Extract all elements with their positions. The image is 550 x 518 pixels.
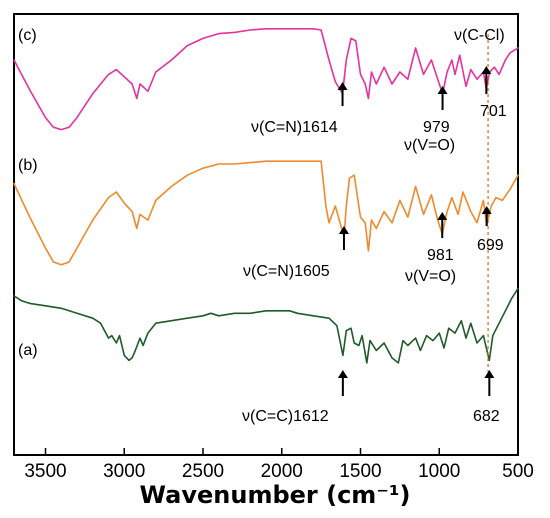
arrow-b-981-head	[437, 212, 448, 220]
arrow-c-701-head	[481, 66, 492, 74]
arrow-c-979-head	[437, 86, 448, 94]
series-line-c	[13, 28, 519, 131]
annotation-c-cl: ν(C-Cl)	[454, 27, 505, 44]
arrow-b-699-head	[481, 206, 492, 214]
annotation-a-682: 682	[473, 408, 500, 425]
annotation-c-cn: ν(C=N)1614	[251, 119, 338, 136]
panel-label-c: (c)	[18, 27, 37, 44]
x-axis-label: Wavenumber (cm⁻¹)	[140, 481, 411, 509]
panel-label-a: (a)	[18, 342, 38, 359]
annotation-b-cn: ν(C=N)1605	[243, 263, 330, 280]
series-line-a	[13, 287, 519, 364]
panel-label-b: (b)	[18, 157, 38, 174]
arrow-a-cc-head	[337, 370, 348, 378]
x-tick-label-500: 500	[502, 461, 534, 482]
plot-area: 3500 3000 2500 2000 1500 1000 500	[13, 13, 534, 482]
x-tick-label-2000: 2000	[261, 461, 303, 482]
annotation-b-vo: ν(V=O)	[405, 268, 456, 285]
annotation-a-cc: ν(C=C)1612	[242, 408, 329, 425]
arrow-c-cn-head	[337, 82, 348, 90]
x-tick-label-1500: 1500	[339, 461, 381, 482]
x-tick-label-1000: 1000	[418, 461, 460, 482]
annotation-c-vo: ν(V=O)	[404, 137, 455, 154]
plot-frame	[13, 13, 519, 456]
arrow-b-cn-head	[338, 226, 349, 234]
annotation-b-981: 981	[427, 247, 454, 264]
x-tick-label-3000: 3000	[103, 461, 145, 482]
x-tick-label-2500: 2500	[182, 461, 224, 482]
arrow-a-682-head	[484, 370, 495, 378]
annotation-b-699: 699	[477, 237, 504, 254]
x-tick-label-3500: 3500	[24, 461, 66, 482]
annotation-c-701: 701	[480, 103, 507, 120]
annotation-c-979: 979	[423, 119, 450, 136]
